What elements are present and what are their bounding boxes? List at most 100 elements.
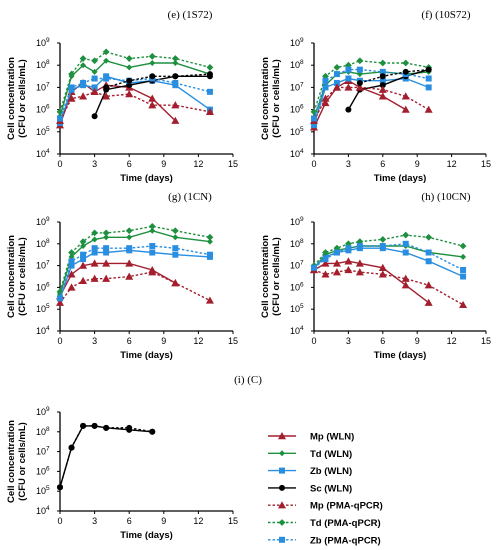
data-point xyxy=(379,68,386,75)
data-point xyxy=(149,428,156,435)
data-point xyxy=(125,55,133,62)
legend-marker xyxy=(279,450,285,457)
data-point xyxy=(67,270,76,278)
data-point xyxy=(103,245,110,252)
data-point xyxy=(79,238,87,246)
y-tick-exponent: 9 xyxy=(46,37,50,44)
data-point xyxy=(321,94,330,102)
data-point xyxy=(102,229,110,237)
data-point xyxy=(425,75,432,82)
data-point xyxy=(310,108,318,116)
y-tick-label: 10 xyxy=(36,127,46,137)
data-point xyxy=(80,62,87,69)
y-tick-label: 10 xyxy=(290,326,300,336)
data-point xyxy=(67,283,76,291)
y-tick-label: 10 xyxy=(290,105,300,115)
legend-label: Sc (WLN) xyxy=(310,483,352,494)
y-axis-label: (CFU or cells/mL) xyxy=(17,237,28,316)
x-tick-label: 6 xyxy=(127,516,132,526)
series-td-wln- xyxy=(57,57,213,120)
legend-marker xyxy=(278,432,286,440)
data-point xyxy=(91,75,98,82)
x-tick-label: 6 xyxy=(127,159,132,169)
legend-label: Mp (WLN) xyxy=(310,432,354,443)
data-point xyxy=(149,59,156,66)
y-tick-exponent: 6 xyxy=(46,281,50,288)
series-line xyxy=(313,77,429,126)
data-point xyxy=(402,240,409,247)
series-zb-pma-qpcr- xyxy=(311,66,432,122)
data-point xyxy=(172,73,179,80)
x-tick-label: 0 xyxy=(57,336,62,346)
data-point xyxy=(206,64,214,71)
data-point xyxy=(401,105,410,113)
data-point xyxy=(68,444,75,451)
y-tick-exponent: 5 xyxy=(300,303,304,310)
data-point xyxy=(311,264,317,271)
data-point xyxy=(345,75,352,82)
data-point xyxy=(322,256,329,263)
data-point xyxy=(206,251,213,258)
y-tick-label: 10 xyxy=(36,149,46,159)
legend-marker xyxy=(279,467,285,474)
series-zb-wln- xyxy=(311,75,432,129)
data-point xyxy=(126,245,133,252)
y-axis-label: Cell concentration xyxy=(6,420,17,503)
data-point xyxy=(205,296,214,304)
data-point xyxy=(91,84,98,91)
series-sc-wln- xyxy=(57,422,156,491)
y-tick-exponent: 4 xyxy=(46,505,50,512)
x-tick-label: 9 xyxy=(415,336,420,346)
y-tick-label: 10 xyxy=(36,486,46,496)
legend-marker xyxy=(278,501,286,509)
data-point xyxy=(57,484,63,491)
x-tick-label: 15 xyxy=(481,159,491,169)
x-tick-label: 3 xyxy=(92,516,97,526)
x-tick-label: 12 xyxy=(447,336,457,346)
x-tick-label: 3 xyxy=(92,159,97,169)
data-point xyxy=(126,424,133,431)
data-point xyxy=(425,84,432,91)
x-tick-label: 9 xyxy=(161,336,166,346)
data-point xyxy=(67,94,76,102)
data-point xyxy=(206,88,213,95)
x-tick-label: 0 xyxy=(57,159,62,169)
data-point xyxy=(345,245,352,252)
series-mp-pma-qpcr- xyxy=(310,83,433,124)
data-point xyxy=(379,59,387,67)
series-td-pma-qpcr- xyxy=(56,222,214,296)
y-tick-label: 10 xyxy=(36,466,46,476)
data-point xyxy=(171,227,179,235)
data-point xyxy=(322,77,329,84)
x-tick-label: 15 xyxy=(228,516,238,526)
data-point xyxy=(379,77,386,84)
y-tick-exponent: 7 xyxy=(46,446,50,453)
y-tick-exponent: 8 xyxy=(46,59,50,66)
data-point xyxy=(402,68,409,75)
data-point xyxy=(425,233,433,241)
data-point xyxy=(172,79,179,86)
data-point xyxy=(148,222,156,230)
y-tick-exponent: 5 xyxy=(46,126,50,133)
data-point xyxy=(125,90,134,98)
data-point xyxy=(321,270,330,278)
data-point xyxy=(311,115,317,122)
data-point xyxy=(321,259,330,267)
x-tick-label: 12 xyxy=(447,159,457,169)
data-point xyxy=(149,242,156,249)
data-point xyxy=(80,242,87,249)
data-point xyxy=(345,106,352,113)
y-tick-exponent: 6 xyxy=(46,465,50,472)
data-point xyxy=(333,71,340,78)
data-point xyxy=(356,79,363,86)
x-axis-label: Time (days) xyxy=(374,173,427,184)
y-tick-exponent: 5 xyxy=(46,485,50,492)
data-point xyxy=(171,279,180,287)
x-axis-label: Time (days) xyxy=(374,350,427,361)
data-point xyxy=(206,233,214,241)
data-point xyxy=(172,59,179,66)
y-tick-label: 10 xyxy=(36,326,46,336)
data-point xyxy=(424,281,433,289)
panel-title: (i) (C) xyxy=(234,374,262,386)
